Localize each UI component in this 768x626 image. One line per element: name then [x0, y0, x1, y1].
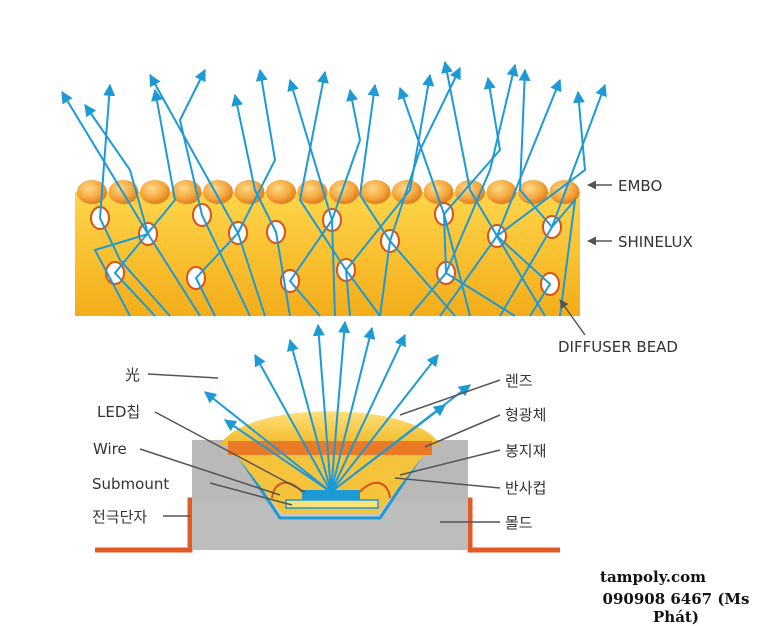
light-ray	[98, 83, 171, 317]
light-ray	[444, 63, 519, 317]
submount-label: Submount	[92, 475, 169, 493]
watermark-site: tampoly.com	[600, 568, 706, 586]
embo-dome	[297, 180, 328, 204]
shinelux-film	[75, 180, 580, 316]
led-ray	[330, 404, 446, 493]
electrode-label: 전극단자	[92, 508, 147, 526]
embo-dome	[234, 180, 265, 204]
led-chip	[302, 490, 360, 500]
light-ray	[442, 76, 502, 317]
led-chip-label: LED칩	[97, 403, 140, 421]
embo-dome	[266, 180, 296, 204]
left-callouts	[139, 373, 306, 517]
embo-dome	[329, 180, 359, 204]
led-ray	[224, 419, 332, 493]
light-ray	[495, 78, 562, 317]
embo-dome	[203, 180, 233, 204]
led-ray	[330, 354, 439, 493]
right-callouts	[394, 180, 612, 523]
embo-label: EMBO	[618, 177, 662, 195]
mold-label: 몰드	[505, 514, 533, 532]
led-ray	[330, 333, 406, 493]
wire-right	[359, 482, 391, 499]
led-ray	[287, 338, 332, 493]
light-label: 光	[125, 366, 140, 384]
led-ray	[330, 326, 376, 493]
led-package	[95, 411, 560, 553]
wire-label: Wire	[93, 440, 127, 458]
embo-dome	[140, 180, 170, 204]
encapsulant-label: 봉지재	[505, 442, 546, 460]
light-rays	[61, 60, 607, 317]
embo-dome	[171, 180, 202, 204]
embo-dome	[486, 180, 517, 204]
light-ray	[84, 104, 201, 317]
light-ray	[439, 60, 499, 317]
light-ray	[113, 88, 177, 317]
phosphor-label: 형광체	[505, 406, 546, 424]
light-ray	[499, 68, 554, 317]
submount	[285, 499, 379, 509]
light-ray	[330, 88, 362, 317]
led-light-rays	[204, 320, 471, 493]
led-ray	[204, 391, 332, 493]
lens-label: 렌즈	[505, 372, 533, 390]
embo-dome	[360, 180, 391, 204]
light-ray	[149, 73, 240, 317]
led-ray	[330, 320, 351, 493]
led-ray	[312, 323, 332, 493]
light-ray	[551, 83, 607, 317]
diffuser-bead-label: DIFFUSER BEAD	[558, 338, 678, 356]
light-ray	[231, 93, 291, 317]
led-ray	[254, 353, 332, 493]
embo-dome	[77, 180, 107, 204]
light-ray	[178, 68, 251, 317]
light-ray	[287, 78, 334, 317]
light-ray	[298, 70, 351, 317]
embo-dome	[518, 180, 548, 204]
embo-dome	[423, 180, 454, 204]
watermark-phone: 090908 6467 (Ms Phát)	[602, 590, 750, 626]
light-ray	[495, 90, 587, 317]
lens	[220, 411, 440, 445]
light-ray	[397, 86, 448, 317]
reflector-cup-label: 반사컵	[505, 479, 546, 497]
shinelux-label: SHINELUX	[618, 233, 693, 251]
light-ray	[358, 83, 392, 317]
light-ray	[236, 68, 277, 317]
light-ray	[344, 73, 435, 317]
